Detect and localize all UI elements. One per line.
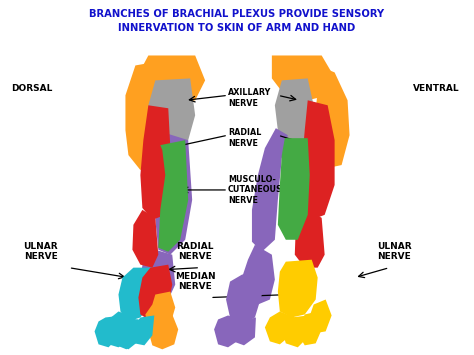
Polygon shape: [103, 311, 136, 347]
Polygon shape: [230, 317, 256, 345]
Polygon shape: [118, 268, 155, 321]
Text: INNERVATION TO SKIN OF ARM AND HAND: INNERVATION TO SKIN OF ARM AND HAND: [118, 23, 356, 33]
Text: AXILLARY
NERVE: AXILLARY NERVE: [228, 88, 272, 108]
Text: RADIAL
NERVE: RADIAL NERVE: [228, 128, 261, 148]
Polygon shape: [295, 208, 325, 268]
Polygon shape: [278, 138, 310, 240]
Polygon shape: [117, 317, 138, 349]
Text: BRANCHES OF BRACHIAL PLEXUS PROVIDE SENSORY: BRANCHES OF BRACHIAL PLEXUS PROVIDE SENS…: [90, 9, 384, 19]
Polygon shape: [138, 265, 172, 320]
Text: ULNAR
NERVE: ULNAR NERVE: [377, 242, 412, 261]
Text: RADIAL
NERVE: RADIAL NERVE: [176, 242, 214, 261]
Text: DORSAL: DORSAL: [11, 84, 52, 93]
Polygon shape: [242, 245, 275, 305]
Polygon shape: [278, 260, 318, 317]
Polygon shape: [265, 311, 295, 344]
Polygon shape: [140, 55, 205, 105]
Polygon shape: [252, 128, 288, 252]
Polygon shape: [214, 316, 244, 347]
Polygon shape: [315, 65, 349, 168]
Text: MEDIAN
NERVE: MEDIAN NERVE: [175, 272, 216, 291]
Polygon shape: [158, 140, 188, 252]
Polygon shape: [282, 316, 308, 347]
Text: ULNAR
NERVE: ULNAR NERVE: [23, 242, 58, 261]
Polygon shape: [132, 210, 158, 268]
Polygon shape: [126, 62, 158, 170]
Polygon shape: [272, 55, 332, 100]
Polygon shape: [155, 130, 192, 255]
Text: VENTRAL: VENTRAL: [412, 84, 459, 93]
Polygon shape: [148, 78, 195, 145]
Polygon shape: [94, 316, 122, 347]
Polygon shape: [140, 250, 175, 301]
Polygon shape: [298, 311, 322, 345]
Text: MUSCULO-
CUTANEOUS
NERVE: MUSCULO- CUTANEOUS NERVE: [228, 175, 283, 205]
Polygon shape: [117, 320, 140, 349]
Polygon shape: [130, 316, 155, 345]
Polygon shape: [275, 78, 315, 145]
Polygon shape: [308, 300, 332, 333]
Polygon shape: [148, 315, 178, 349]
Polygon shape: [302, 100, 335, 220]
Polygon shape: [146, 291, 175, 332]
Polygon shape: [140, 105, 172, 220]
Polygon shape: [226, 272, 262, 324]
